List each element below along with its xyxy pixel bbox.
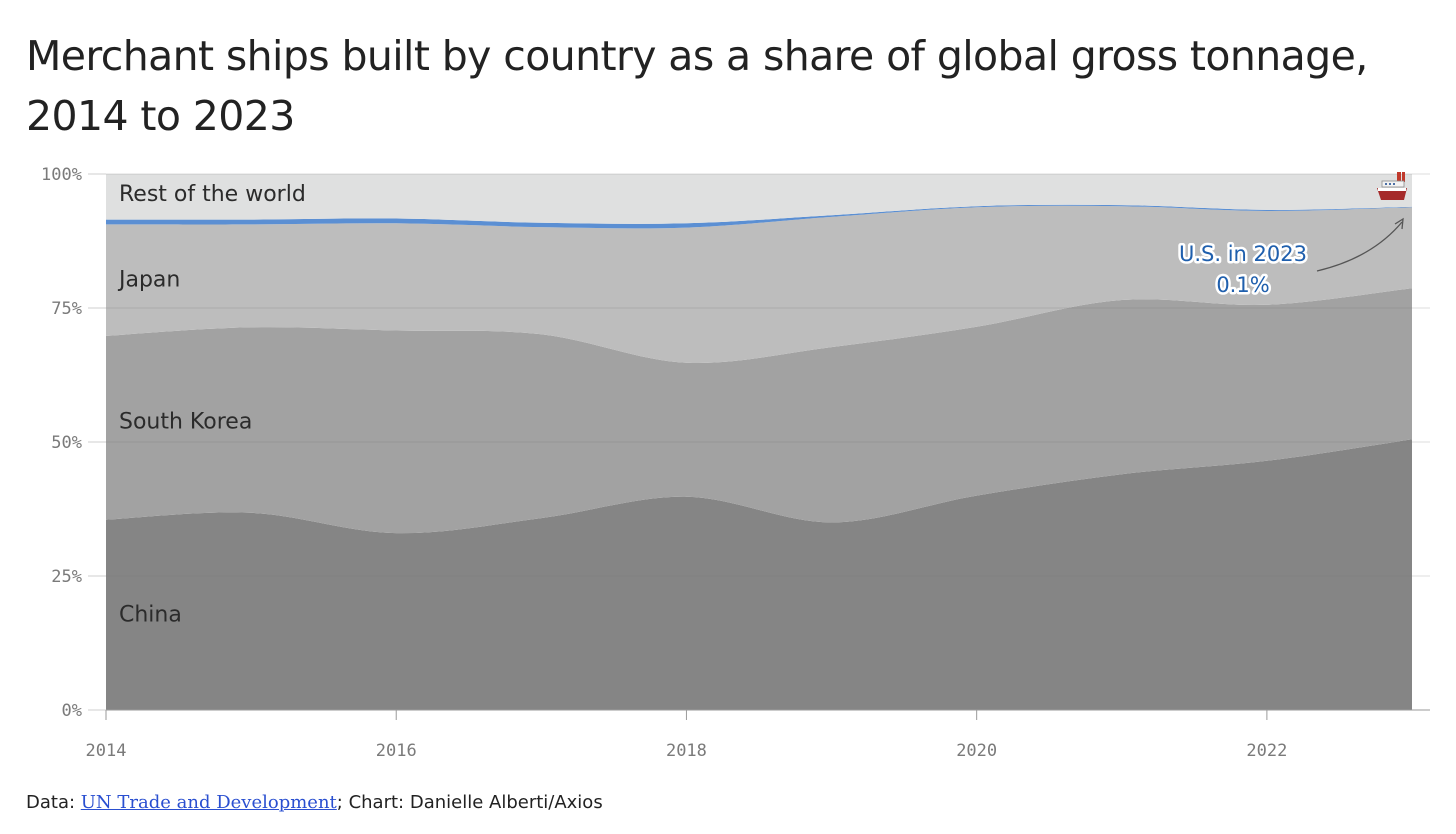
us-annotation-label: U.S. in 2023 xyxy=(1179,242,1307,266)
series-label-japan: Japan xyxy=(117,268,180,293)
us-annotation-value: 0.1% xyxy=(1216,273,1269,297)
series-label-china: China xyxy=(119,603,182,628)
series-labels: China South Korea Japan Rest of the world xyxy=(117,182,306,628)
y-tick-label: 75% xyxy=(51,299,82,319)
gridlines xyxy=(106,173,1430,711)
area-japan xyxy=(106,205,1412,363)
area-rest-of-the-world xyxy=(106,174,1412,224)
chart-title: Merchant ships built by country as a sha… xyxy=(26,32,1368,140)
footer-prefix: Data: xyxy=(26,792,81,813)
annotation-arrowhead xyxy=(1394,217,1404,230)
x-tick-label: 2016 xyxy=(376,741,417,761)
x-tick-label: 2020 xyxy=(956,741,997,761)
series-label-rest-of-the-world: Rest of the world xyxy=(119,182,306,207)
source-footer: Data: UN Trade and Development; Chart: D… xyxy=(26,792,603,813)
area-u-s xyxy=(106,204,1412,229)
y-axis: 0% 25% 50% 75% 100% xyxy=(41,165,106,721)
area-south-korea xyxy=(106,288,1412,534)
series-label-south-korea: South Korea xyxy=(119,410,252,435)
y-tick-label: 50% xyxy=(51,433,82,453)
x-tick-label: 2018 xyxy=(666,741,707,761)
y-tick-label: 100% xyxy=(41,165,82,185)
x-tick-label: 2022 xyxy=(1246,741,1287,761)
us-annotation: U.S. in 2023 0.1% xyxy=(1177,217,1404,300)
footer-credit: ; Chart: Danielle Alberti/Axios xyxy=(336,792,603,813)
y-tick-label: 0% xyxy=(62,701,82,721)
x-axis: 2014 2016 2018 2020 2022 xyxy=(86,710,1287,761)
ship-icon xyxy=(1377,172,1407,200)
annotation-arrow xyxy=(1316,221,1403,272)
area-china xyxy=(106,439,1412,710)
source-link[interactable]: UN Trade and Development xyxy=(80,792,337,813)
x-tick-label: 2014 xyxy=(86,741,127,761)
area-layers xyxy=(106,174,1412,710)
y-tick-label: 25% xyxy=(51,567,82,587)
